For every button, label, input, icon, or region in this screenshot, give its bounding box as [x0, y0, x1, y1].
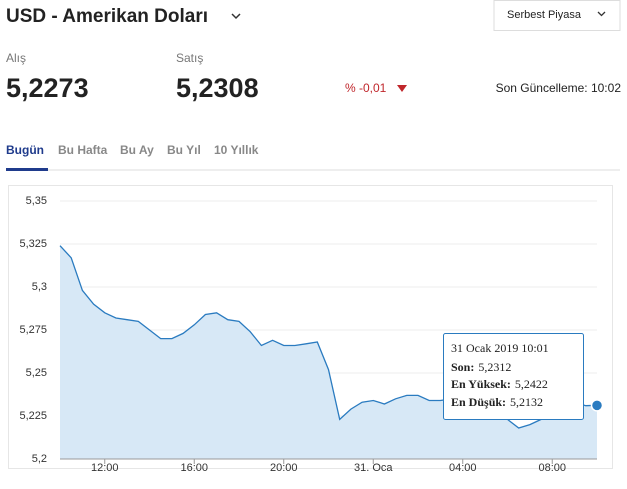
tooltip-date: 31 Ocak 2019 10:01	[451, 341, 549, 355]
tab[interactable]: Bu Hafta	[58, 143, 108, 157]
tooltip-row: En Düşük: 5,2132	[451, 395, 543, 409]
tab[interactable]: 10 Yıllık	[214, 143, 259, 157]
y-tick-label: 5,225	[19, 410, 47, 422]
x-tick-label: 16:00	[180, 462, 208, 474]
tooltip-label: En Yüksek:	[451, 377, 511, 391]
tooltip-value: 5,2422	[515, 377, 548, 391]
tooltip-row: Son: 5,2312	[451, 360, 511, 374]
x-tick-label: 31. Oca	[354, 462, 393, 474]
y-tick-label: 5,275	[19, 324, 47, 336]
last-point	[590, 399, 604, 412]
tooltip-label: Son:	[451, 360, 474, 374]
y-tick-label: 5,2	[32, 453, 47, 465]
down-arrow	[397, 85, 407, 92]
x-tick-label: 12:00	[91, 462, 119, 474]
x-tick-label: 08:00	[538, 462, 566, 474]
y-tick-label: 5,35	[26, 195, 47, 207]
y-tick-label: 5,25	[26, 367, 47, 379]
sell-value: 5,2308	[176, 73, 259, 103]
y-tick-label: 5,3	[32, 281, 47, 293]
tab[interactable]: Bu Ay	[120, 143, 154, 157]
tooltip-value: 5,2132	[510, 395, 543, 409]
tooltip-label: En Düşük:	[451, 395, 506, 409]
tooltip-row: En Yüksek: 5,2422	[451, 377, 548, 391]
market-caret	[597, 11, 606, 17]
buy-value: 5,2273	[6, 73, 89, 103]
market-label: Serbest Piyasa	[507, 9, 582, 21]
tab[interactable]: Bu Yıl	[167, 143, 201, 157]
y-tick-label: 5,325	[19, 238, 47, 250]
tab[interactable]: Bugün	[6, 143, 44, 157]
buy-label: Alış	[6, 51, 26, 65]
market-select[interactable]	[493, 0, 621, 31]
title: USD - Amerikan Doları	[6, 6, 208, 27]
change: % -0,01	[345, 81, 387, 95]
title-caret[interactable]	[231, 13, 241, 20]
x-tick-label: 20:00	[270, 462, 298, 474]
tooltip-box	[443, 333, 584, 420]
sell-label: Satış	[176, 51, 203, 65]
active-tab-underline	[6, 168, 48, 171]
plot: 5,2 5,225 5,25 5,275 5,3 5,325 5,35 12:00 16:00 2…	[19, 195, 604, 474]
last-update: Son Güncelleme: 10:02	[496, 81, 622, 95]
x-tick-label: 04:00	[449, 462, 477, 474]
tooltip-value: 5,2312	[478, 360, 511, 374]
